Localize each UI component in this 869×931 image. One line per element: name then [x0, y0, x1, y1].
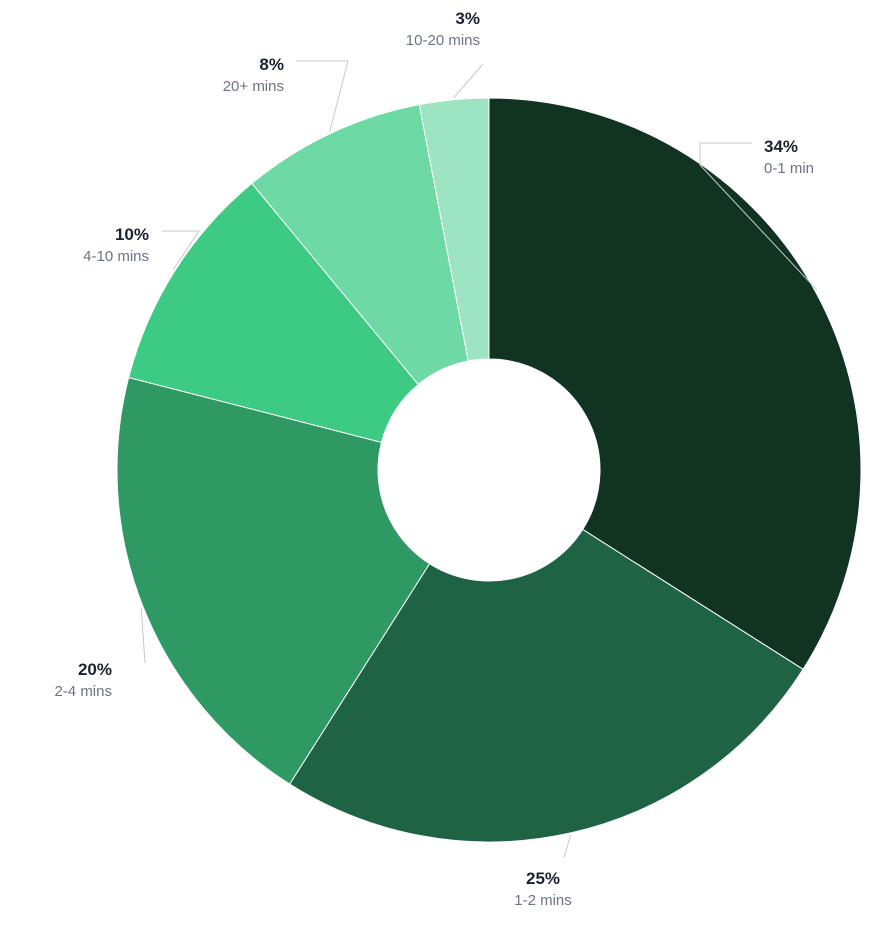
- leader-line: [563, 834, 572, 859]
- slice-percent-label: 20%: [78, 660, 112, 679]
- leader-line: [699, 142, 818, 291]
- slice-category-label: 10-20 mins: [406, 32, 480, 49]
- slice-category-label: 20+ mins: [223, 78, 284, 95]
- slice-labels: 34% 0-1 min 25% 1-2 mins 20% 2-4 mins 10% 4-10 …: [54, 9, 814, 909]
- leader-line: [162, 230, 200, 270]
- slice-0-1-min: [488, 97, 862, 671]
- leader-line: [296, 60, 349, 132]
- leader-line: [453, 63, 484, 98]
- slice-category-label: 1-2 mins: [514, 892, 572, 909]
- slice-20-mins: [251, 104, 469, 386]
- slice-1-2-mins: [288, 528, 804, 843]
- slice-percent-label: 10%: [115, 225, 149, 244]
- slice-category-label: 0-1 min: [764, 160, 814, 177]
- slice-percent-label: 34%: [764, 137, 798, 156]
- slice-10-20-mins: [418, 97, 490, 362]
- slice-4-10-mins: [128, 182, 419, 444]
- slice-percent-label: 8%: [259, 55, 284, 74]
- slice-percent-label: 3%: [455, 9, 480, 28]
- leader-line: [140, 607, 146, 664]
- slice-category-label: 2-4 mins: [54, 683, 112, 700]
- slice-2-4-mins: [116, 376, 431, 785]
- leader-lines: [140, 60, 818, 859]
- slice-percent-label: 25%: [526, 869, 560, 888]
- donut-slices: [116, 97, 862, 843]
- slice-category-label: 4-10 mins: [83, 248, 149, 265]
